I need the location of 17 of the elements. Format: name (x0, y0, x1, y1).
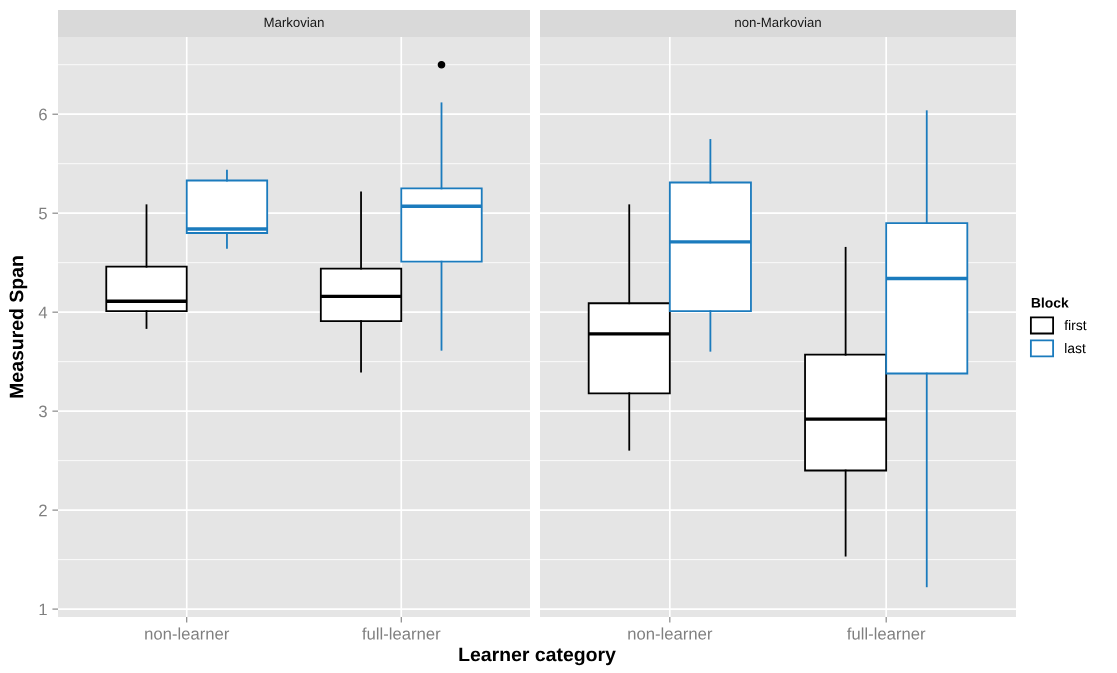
chart-title: Markovian (264, 17, 324, 28)
legend-title: Block (1031, 297, 1069, 308)
x-tick-label: non-learner (628, 627, 713, 640)
chart-title: non-Markovian (735, 17, 821, 28)
y-tick-label: 5 (38, 207, 47, 220)
x-tick-label: full-learner (362, 627, 441, 640)
y-tick-label: 4 (38, 306, 48, 319)
y-tick-label: 6 (39, 108, 47, 121)
y-axis-title: Measured Span (9, 256, 28, 398)
legend-label: last (1065, 342, 1086, 354)
y-tick-label: 3 (38, 405, 47, 418)
y-tick-label: 1 (39, 603, 47, 616)
y-tick-label: 2 (39, 504, 47, 517)
x-tick-label: non-learner (145, 627, 230, 640)
legend-label: first (1064, 320, 1087, 331)
x-tick-label: full-learner (847, 627, 926, 640)
x-axis-title: Learner category (459, 647, 616, 666)
